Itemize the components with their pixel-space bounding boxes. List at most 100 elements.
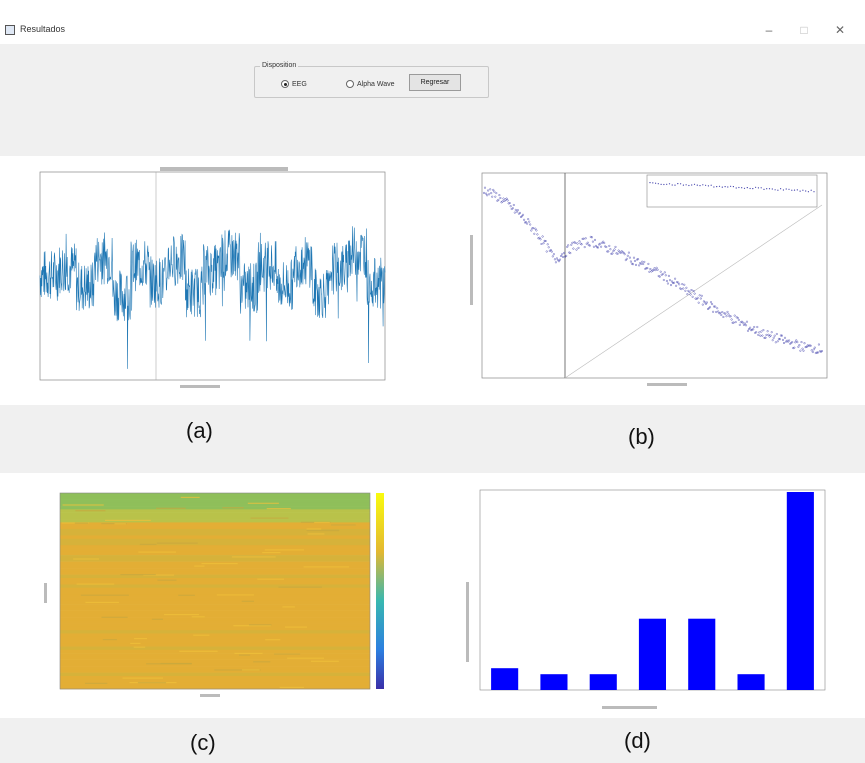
chart-c-streak — [257, 578, 284, 580]
chart-b-point — [742, 323, 745, 326]
chart-b-point — [647, 262, 650, 265]
chart-b-inset-point — [735, 187, 737, 189]
chart-b-point — [783, 341, 786, 344]
chart-c-row — [60, 672, 370, 677]
chart-b-point — [534, 227, 537, 230]
chart-b-point — [497, 198, 500, 201]
chart-b-point — [797, 345, 800, 348]
chart-c-row — [60, 535, 370, 540]
chart-b-point — [619, 251, 622, 254]
chart-d-bar — [688, 618, 716, 690]
maximize-icon[interactable]: □ — [800, 23, 808, 37]
chart-b-point — [812, 348, 815, 351]
chart-b-point — [755, 331, 758, 334]
chart-c-streak — [274, 653, 301, 655]
chart-b-inset-point — [691, 184, 693, 186]
chart-b-point — [596, 246, 599, 249]
minimize-icon[interactable]: – — [765, 23, 773, 37]
chart-c-row — [60, 597, 370, 602]
chart-b-point — [626, 254, 629, 257]
chart-c-streak — [266, 508, 291, 510]
chart-c-row — [60, 525, 370, 530]
chart-b-point — [751, 328, 754, 331]
chart-c-row — [60, 571, 370, 575]
chart-b-point — [624, 259, 627, 262]
chart-b-point — [692, 289, 695, 292]
chart-b-point — [512, 204, 515, 207]
regresar-button[interactable]: Regresar — [409, 74, 461, 91]
radio-checked-icon[interactable] — [281, 80, 289, 88]
chart-c-streak — [85, 601, 119, 603]
chart-c-streak — [287, 657, 324, 659]
chart-b-point — [486, 194, 489, 197]
chart-b-point — [508, 202, 511, 205]
chart-c-row — [60, 682, 370, 687]
chart-b-point — [511, 207, 514, 210]
chart-b-point — [770, 331, 773, 334]
chart-c-row — [60, 542, 370, 546]
chart-b-point — [622, 251, 625, 254]
chart-b-point — [563, 251, 566, 254]
chart-c-row — [60, 613, 370, 618]
chart-b-point — [584, 237, 587, 240]
chart-b-point — [623, 253, 626, 256]
chart-c-streak — [160, 662, 192, 665]
chart-b-point — [589, 235, 592, 238]
chart-c-streak — [114, 523, 126, 525]
chart-b-point — [652, 269, 655, 272]
chart-b-inset-point — [724, 186, 726, 188]
chart-b-point — [686, 293, 689, 296]
chart-b-inset-point — [760, 187, 762, 189]
chart-b-point — [800, 341, 803, 344]
chart-b-point — [543, 239, 546, 242]
chart-b-point — [611, 252, 614, 255]
chart-d-bar — [786, 492, 814, 690]
chart-b-point — [658, 275, 661, 278]
radio-alpha-wave[interactable]: Alpha Wave — [346, 79, 394, 89]
chart-c-row — [60, 528, 370, 533]
chart-c-row — [60, 558, 370, 562]
chart-b-point — [555, 257, 558, 260]
chart-b-point — [765, 333, 768, 336]
chart-b-point — [594, 244, 597, 247]
close-icon[interactable]: ✕ — [834, 23, 846, 37]
chart-b-point — [580, 243, 583, 246]
chart-b-point — [772, 336, 775, 339]
chart-c-ylabel — [44, 583, 47, 603]
chart-b-point — [806, 344, 809, 347]
chart-b-point — [513, 211, 516, 214]
chart-d-bar — [589, 674, 617, 690]
chart-b-point — [778, 338, 781, 341]
chart-c-streak — [157, 579, 177, 581]
chart-b-point — [666, 282, 669, 285]
chart-b-point — [728, 315, 731, 318]
chart-c-streak — [164, 614, 199, 616]
chart-b-point — [565, 254, 568, 257]
chart-b-point — [700, 294, 703, 297]
radio-unchecked-icon[interactable] — [346, 80, 354, 88]
chart-b-inset-point — [796, 189, 798, 191]
chart-b-point — [649, 267, 652, 270]
chart-b-point — [592, 245, 595, 248]
chart-b-point — [764, 336, 767, 339]
chart-b-point — [590, 236, 593, 239]
chart-c-row — [60, 685, 370, 690]
chart-c-row — [60, 502, 370, 507]
chart-c-row — [60, 587, 370, 592]
chart-b-point — [815, 351, 818, 354]
chart-b-point — [774, 341, 777, 344]
chart-c-row — [60, 646, 370, 651]
chart-c-streak — [156, 507, 186, 509]
chart-c-row — [60, 509, 370, 513]
chart-b-point — [704, 302, 707, 305]
radio-eeg[interactable]: EEG — [281, 79, 307, 89]
chart-b-inset-point — [666, 183, 668, 185]
chart-b-point — [749, 326, 752, 329]
chart-b-point — [506, 199, 509, 202]
chart-c-streak — [75, 510, 106, 512]
chart-b-inset-point — [727, 186, 729, 188]
chart-b-point — [714, 305, 717, 308]
chart-b-point — [577, 246, 580, 249]
chart-b-point — [813, 346, 816, 349]
chart-b-point — [680, 288, 683, 291]
